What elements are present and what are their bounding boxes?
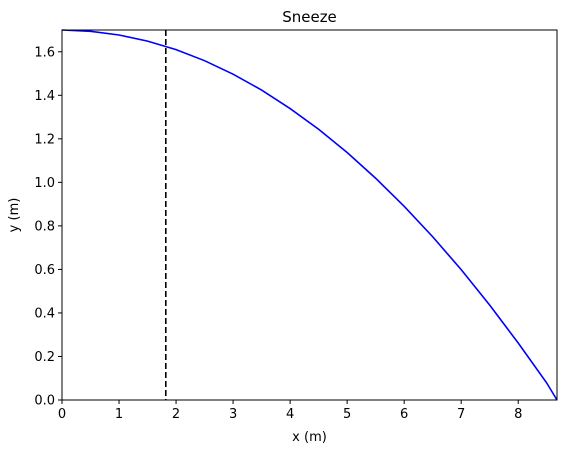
x-tick-label: 6 xyxy=(400,407,408,422)
plot-area xyxy=(61,29,558,401)
x-axis-ticks: 0 1 2 3 4 5 6 7 8 xyxy=(58,400,522,422)
x-tick-label: 2 xyxy=(172,407,180,422)
x-tick-label: 0 xyxy=(58,407,66,422)
y-tick-label: 0.0 xyxy=(34,394,55,409)
y-tick-label: 0.4 xyxy=(34,306,55,321)
y-tick-label: 0.6 xyxy=(34,263,55,278)
x-tick-label: 4 xyxy=(286,407,294,422)
x-tick-label: 3 xyxy=(229,407,237,422)
x-tick-label: 5 xyxy=(343,407,351,422)
x-tick-label: 1 xyxy=(115,407,123,422)
x-axis-label: x (m) xyxy=(292,430,327,445)
x-tick-label: 8 xyxy=(514,407,522,422)
y-axis-label: y (m) xyxy=(7,198,22,233)
y-tick-label: 1.4 xyxy=(34,89,55,104)
chart-title: Sneeze xyxy=(282,8,337,26)
y-tick-label: 0.2 xyxy=(34,350,55,365)
y-tick-label: 1.0 xyxy=(34,176,55,191)
x-tick-label: 7 xyxy=(457,407,465,422)
y-tick-label: 1.6 xyxy=(34,45,55,60)
axes-frame xyxy=(61,29,558,401)
trajectory-line xyxy=(61,29,558,401)
y-tick-label: 0.8 xyxy=(34,219,55,234)
y-tick-label: 1.2 xyxy=(34,132,55,147)
y-axis-ticks: 0.0 0.2 0.4 0.6 0.8 1.0 1.2 1.4 1.6 xyxy=(34,45,62,409)
